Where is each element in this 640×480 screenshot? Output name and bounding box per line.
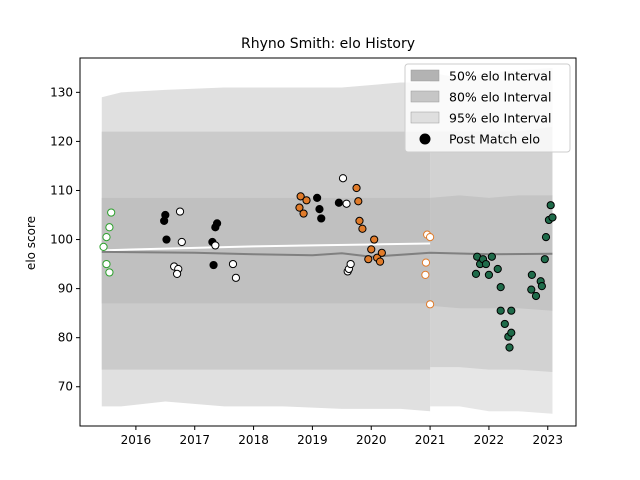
legend-swatch (410, 69, 440, 82)
data-point (505, 343, 514, 352)
data-point (500, 319, 509, 329)
y-axis: 70 80 90 100 110 120 130 (50, 85, 80, 394)
data-point (102, 232, 111, 242)
legend-marker (419, 133, 431, 145)
data-point (296, 192, 305, 201)
data-point (172, 269, 182, 278)
data-point (299, 209, 308, 218)
data-point (471, 269, 481, 278)
x-tick-label: 2020 (356, 433, 387, 447)
x-tick-label: 2022 (474, 433, 505, 447)
x-tick-label: 2017 (179, 433, 210, 447)
data-point (421, 270, 430, 279)
legend-label: Post Match elo (449, 132, 540, 147)
data-point (317, 214, 326, 223)
data-point (496, 283, 505, 292)
data-point (105, 223, 114, 232)
x-tick-label: 2021 (415, 433, 446, 447)
y-tick-label: 110 (50, 183, 73, 197)
legend-label: 95% elo Interval (449, 111, 551, 126)
plot-area (79, 57, 577, 427)
plot-frame (79, 57, 577, 427)
data-point (107, 208, 116, 217)
chart-title: Rhyno Smith: elo History (241, 36, 415, 52)
data-point (342, 199, 351, 208)
data-point (367, 245, 376, 254)
data-point (102, 259, 111, 269)
y-tick-label: 90 (58, 282, 73, 296)
data-point (175, 207, 185, 216)
data-point (160, 216, 169, 226)
data-point (377, 248, 386, 257)
y-axis-label: elo score (24, 216, 38, 270)
data-point (211, 241, 220, 250)
data-point (548, 213, 557, 222)
data-point (540, 255, 549, 264)
data-point (481, 259, 491, 269)
data-point (162, 235, 171, 244)
data-point (507, 328, 516, 337)
data-point (212, 219, 222, 228)
data-point (358, 224, 367, 233)
data-point (231, 273, 241, 282)
data-point (228, 259, 238, 269)
median-line-0 (101, 242, 431, 252)
data-point (421, 258, 431, 267)
legend-label: 80% elo Interval (449, 90, 551, 105)
data-point (334, 198, 343, 207)
data-point (352, 183, 361, 193)
y-tick-label: 70 (58, 380, 73, 394)
data-point (527, 285, 536, 294)
data-point (355, 216, 364, 226)
data-point (209, 260, 218, 270)
data-point (99, 242, 108, 252)
data-point (507, 306, 516, 315)
x-tick-label: 2023 (532, 433, 563, 447)
y-tick-label: 80 (58, 331, 73, 345)
y-tick-label: 100 (50, 233, 73, 247)
data-point (295, 203, 304, 212)
data-point (537, 282, 546, 291)
legend-swatch (410, 90, 440, 103)
data-point (354, 197, 363, 206)
data-point (493, 264, 502, 274)
data-point (315, 205, 324, 214)
legend-box (404, 63, 571, 153)
data-point (105, 268, 114, 277)
data-point (496, 306, 505, 315)
data-point (541, 232, 551, 242)
data-point (546, 201, 555, 210)
y-tick-label: 130 (50, 85, 73, 99)
x-tick-label: 2019 (297, 433, 328, 447)
x-tick-label: 2018 (238, 433, 269, 447)
data-point (364, 255, 373, 264)
legend-label: 50% elo Interval (449, 69, 551, 84)
legend-swatch (410, 111, 440, 124)
data-point (425, 232, 435, 242)
median-line-1 (101, 250, 553, 258)
x-tick-label: 2016 (121, 433, 152, 447)
data-point (527, 270, 536, 279)
data-point (177, 237, 186, 247)
data-point (338, 174, 348, 183)
data-point (375, 257, 385, 266)
band-50 (101, 197, 431, 304)
data-point (484, 270, 494, 279)
y-tick-label: 120 (50, 134, 73, 148)
data-point (302, 196, 311, 205)
data-point (531, 291, 541, 301)
data-point (370, 235, 379, 244)
legend: 50% elo Interval 80% elo Interval 95% elo … (404, 63, 571, 153)
x-axis: 2016 2017 2018 2019 2020 2021 2022 2023 (121, 426, 563, 447)
data-point (346, 259, 355, 269)
data-point (313, 193, 322, 202)
data-point (425, 300, 435, 309)
data-point (487, 252, 496, 261)
